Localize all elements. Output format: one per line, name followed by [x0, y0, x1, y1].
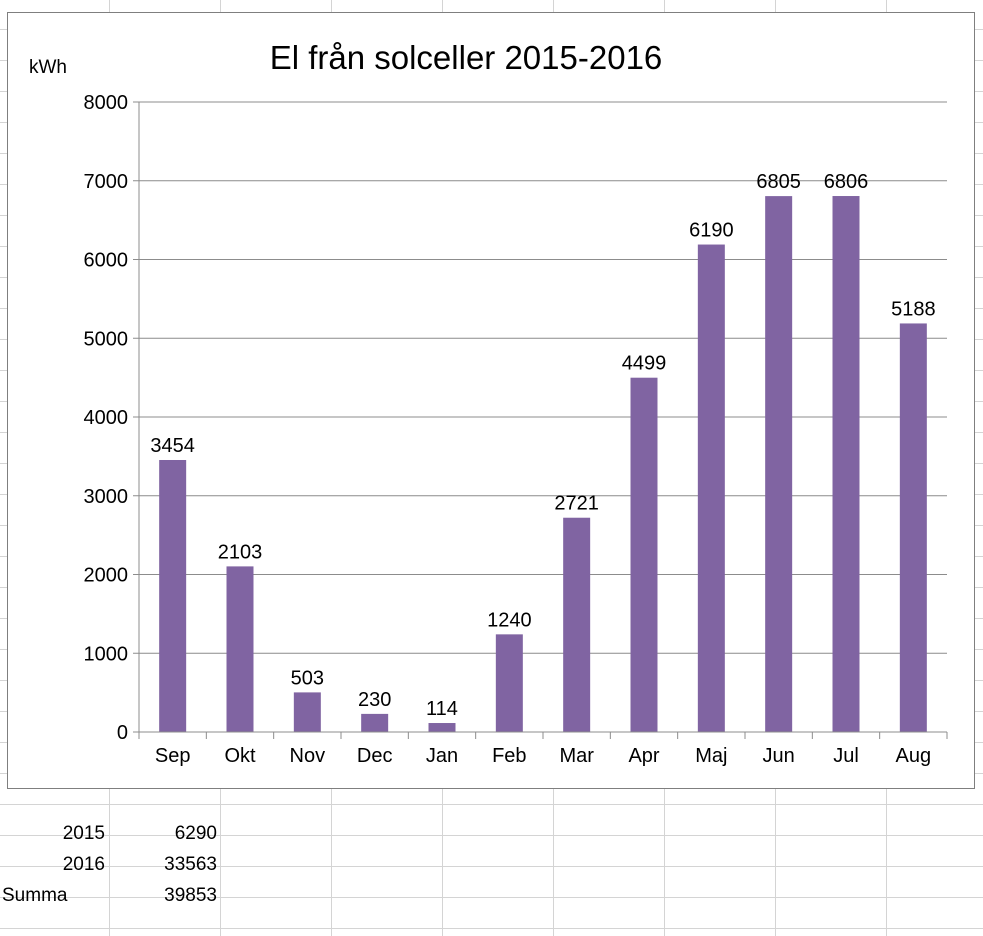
data-label-jan: 114: [426, 698, 458, 720]
x-tick-label-feb: Feb: [492, 745, 526, 767]
bar-feb[interactable]: [495, 634, 523, 732]
bar-okt[interactable]: [226, 566, 254, 732]
data-label-aug: 5188: [891, 298, 936, 320]
bar-mar[interactable]: [563, 517, 591, 732]
y-axis-unit-label: kWh: [29, 57, 67, 78]
gridlines: [139, 101, 947, 654]
bar-jan[interactable]: [428, 723, 456, 732]
data-label-apr: 4499: [622, 353, 667, 375]
x-tick-label-jul: Jul: [833, 745, 859, 767]
x-tick-label-aug: Aug: [896, 745, 932, 767]
cell-year-2016-label[interactable]: 2016: [62, 854, 105, 875]
bar-nov[interactable]: [293, 692, 321, 732]
y-tick-label: 6000: [84, 250, 129, 272]
x-tick-label-mar: Mar: [559, 745, 594, 767]
data-label-nov: 503: [291, 667, 324, 689]
x-tick-label-dec: Dec: [357, 745, 393, 767]
chart-title: El från solceller 2015-2016: [270, 39, 663, 76]
y-tick-label: 2000: [84, 565, 129, 587]
x-tick-label-okt: Okt: [224, 745, 256, 767]
bar-maj[interactable]: [697, 244, 725, 732]
bar-jul[interactable]: [832, 196, 860, 733]
data-label-dec: 230: [358, 689, 391, 711]
cell-summa-value[interactable]: 39853: [164, 885, 217, 906]
cell-summa-label[interactable]: Summa: [2, 885, 68, 906]
data-label-feb: 1240: [487, 609, 532, 631]
data-label-jul: 6806: [824, 171, 869, 193]
y-tick-label: 4000: [84, 407, 129, 429]
x-tick-label-jun: Jun: [763, 745, 795, 767]
cell-year-2015-value[interactable]: 6290: [174, 823, 217, 844]
data-label-mar: 2721: [554, 493, 599, 515]
axes: [133, 101, 948, 739]
y-tick-label: 7000: [84, 171, 129, 193]
x-tick-label-jan: Jan: [426, 745, 458, 767]
y-tick-label: 8000: [84, 92, 129, 114]
y-tick-label: 5000: [84, 328, 129, 350]
data-label-jun: 6805: [756, 171, 801, 193]
data-label-maj: 6190: [689, 220, 734, 242]
y-tick-label: 3000: [84, 486, 129, 508]
x-tick-label-apr: Apr: [628, 745, 659, 767]
data-label-okt: 2103: [218, 541, 263, 563]
data-label-sep: 3454: [150, 435, 195, 457]
bar-sep[interactable]: [159, 459, 187, 732]
x-tick-label-nov: Nov: [290, 745, 326, 767]
x-tick-label-maj: Maj: [695, 745, 727, 767]
y-tick-label: 0: [117, 722, 128, 744]
chart-frame[interactable]: El från solceller 2015-2016 kWh 0 1000 200…: [7, 12, 975, 789]
bar-chart: El från solceller 2015-2016 kWh 0 1000 200…: [29, 39, 948, 767]
bar-apr[interactable]: [630, 377, 658, 732]
bar-dec[interactable]: [361, 713, 389, 732]
x-tick-label-sep: Sep: [155, 745, 191, 767]
bar-aug[interactable]: [899, 323, 927, 732]
bars: [159, 196, 927, 733]
bar-jun[interactable]: [765, 196, 793, 732]
cell-year-2015-label[interactable]: 2015: [62, 823, 105, 844]
labels: 0 1000 2000 3000 4000 5000 6000 7000 8000 3454 Sep…: [84, 92, 936, 767]
y-tick-label: 1000: [84, 643, 129, 665]
cell-year-2016-value[interactable]: 33563: [164, 854, 217, 875]
